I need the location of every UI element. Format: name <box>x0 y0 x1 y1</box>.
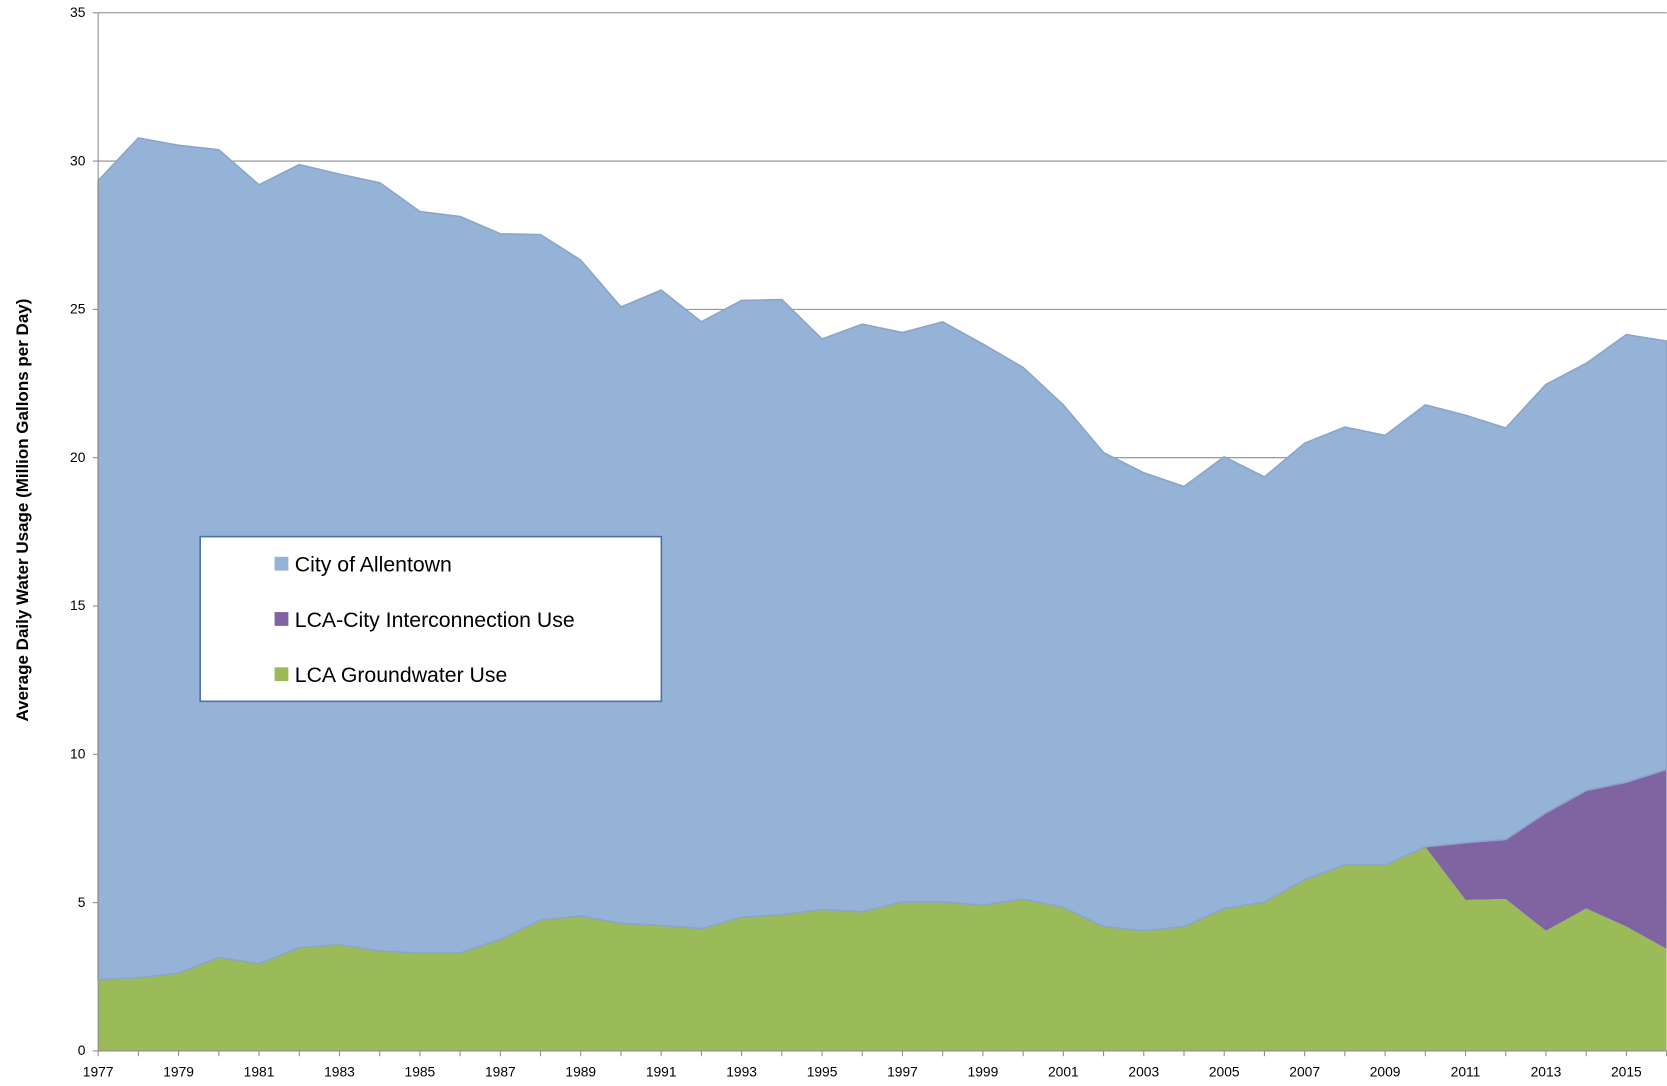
legend-swatch <box>274 556 289 571</box>
legend-label: City of Allentown <box>295 553 452 577</box>
y-tick-label: 35 <box>70 4 86 20</box>
legend: City of Allentown LCA-City Interconnectio… <box>199 535 663 703</box>
y-tick-label: 30 <box>70 152 86 168</box>
x-tick-label: 2005 <box>1209 1063 1240 1079</box>
legend-swatch <box>274 612 289 626</box>
x-tick-label: 1983 <box>324 1063 355 1079</box>
x-tick-label: 1995 <box>807 1063 838 1079</box>
y-axis-label: Average Daily Water Usage (Million Gallo… <box>13 299 32 722</box>
y-tick-label: 0 <box>78 1042 86 1058</box>
x-tick-label: 2003 <box>1128 1063 1159 1079</box>
x-tick-label: 1981 <box>244 1063 275 1079</box>
legend-label: LCA-City Interconnection Use <box>295 608 575 632</box>
x-tick-label: 1987 <box>485 1063 516 1079</box>
x-tick-label: 1997 <box>887 1063 918 1079</box>
x-tick-label: 1989 <box>565 1063 596 1079</box>
legend-swatch <box>274 667 289 682</box>
y-tick-label: 20 <box>70 449 86 465</box>
x-tick-label: 1979 <box>163 1063 194 1079</box>
x-tick-label: 2011 <box>1451 1063 1481 1079</box>
x-tick-label: 1977 <box>83 1063 114 1079</box>
area <box>98 846 1667 1051</box>
y-tick-label: 5 <box>78 894 86 910</box>
legend-label: LCA Groundwater Use <box>295 663 508 687</box>
x-tick-label: 2001 <box>1048 1063 1079 1079</box>
x-tick-label: 2013 <box>1531 1063 1562 1079</box>
y-tick-label: 15 <box>70 597 86 613</box>
x-tick-label: 2015 <box>1611 1063 1642 1079</box>
y-tick-label: 10 <box>70 746 86 762</box>
x-tick-label: 2009 <box>1370 1063 1401 1079</box>
x-tick-label: 2007 <box>1289 1063 1320 1079</box>
x-tick-label: 1991 <box>646 1063 677 1079</box>
x-tick-label: 1985 <box>405 1063 436 1079</box>
x-tick-label: 1999 <box>968 1063 999 1079</box>
x-tick-label: 1993 <box>726 1063 757 1079</box>
y-tick-label: 25 <box>70 301 86 317</box>
